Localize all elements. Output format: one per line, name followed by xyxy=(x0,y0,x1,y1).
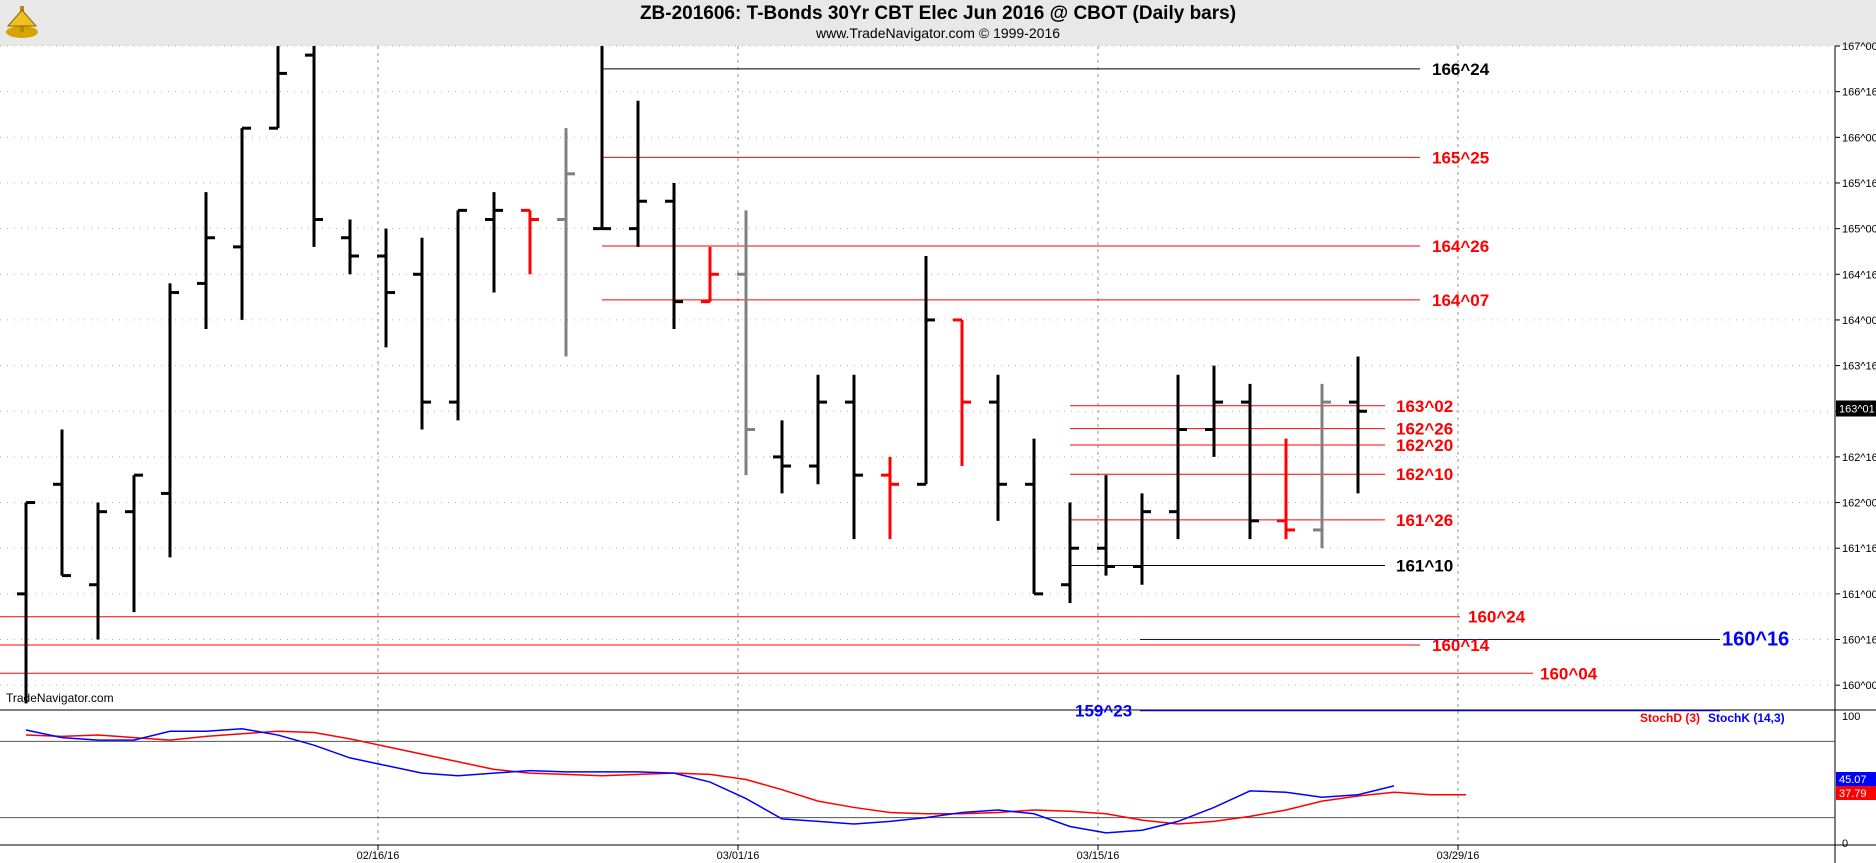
watermark: TradeNavigator.com xyxy=(6,691,114,705)
level-label: 164^07 xyxy=(1432,291,1489,310)
level-label: 166^24 xyxy=(1432,60,1490,79)
price-tick-label: 163^16 xyxy=(1842,361,1876,373)
time-tick-label: 03/01/16 xyxy=(717,850,760,862)
price-tick-label: 165^00 xyxy=(1842,224,1876,236)
level-label: 160^04 xyxy=(1540,664,1598,683)
price-tick-label: 161^00 xyxy=(1842,589,1876,601)
time-tick-label: 03/29/16 xyxy=(1437,850,1480,862)
stoch-d-value: 37.79 xyxy=(1839,788,1867,800)
stoch-line xyxy=(25,730,1466,825)
level-label: 160^14 xyxy=(1432,636,1490,655)
level-label: 162^20 xyxy=(1396,436,1453,455)
stoch-legend-k: StochK (14,3) xyxy=(1708,711,1785,725)
level-label: 164^26 xyxy=(1432,237,1489,256)
level-label: 165^25 xyxy=(1432,148,1489,167)
stoch-d-value-box xyxy=(1836,786,1876,800)
stoch-tick-label: 100 xyxy=(1842,711,1860,723)
stoch-line xyxy=(25,727,1395,834)
level-label: 160^16 xyxy=(1722,629,1789,651)
level-label: 159^23 xyxy=(1075,702,1132,721)
price-tick-label: 167^00 xyxy=(1842,41,1876,53)
stoch-tick-label: 0 xyxy=(1842,838,1848,850)
stoch-legend-d: StochD (3) xyxy=(1640,711,1700,725)
price-tick-label: 160^00 xyxy=(1842,680,1876,692)
time-tick-label: 03/15/16 xyxy=(1077,850,1120,862)
level-label: 160^24 xyxy=(1468,608,1526,627)
price-tick-label: 161^16 xyxy=(1842,543,1876,555)
price-tick-label: 162^00 xyxy=(1842,498,1876,510)
chart-subtitle: www.TradeNavigator.com © 1999-2016 xyxy=(815,25,1061,41)
price-tick-label: 162^16 xyxy=(1842,452,1876,464)
level-label: 162^10 xyxy=(1396,465,1453,484)
current-price-marker xyxy=(1836,400,1876,417)
level-label: 161^26 xyxy=(1396,511,1453,530)
price-tick-label: 166^00 xyxy=(1842,132,1876,144)
price-tick-label: 164^00 xyxy=(1842,315,1876,327)
time-tick-label: 02/16/16 xyxy=(357,850,400,862)
stoch-k-value-box xyxy=(1836,772,1876,786)
level-label: 162^26 xyxy=(1396,420,1453,439)
price-tick-label: 160^16 xyxy=(1842,635,1876,647)
chart-title: ZB-201606: T-Bonds 30Yr CBT Elec Jun 201… xyxy=(639,3,1237,24)
price-tick-label: 164^16 xyxy=(1842,269,1876,281)
level-label: 161^10 xyxy=(1396,557,1453,576)
price-tick-label: 166^16 xyxy=(1842,87,1876,99)
current-price-label: 163^01 xyxy=(1839,404,1875,416)
price-tick-label: 165^16 xyxy=(1842,178,1876,190)
trade-navigator-logo-icon xyxy=(2,2,42,42)
chart-header xyxy=(0,0,1876,46)
level-label: 163^02 xyxy=(1396,397,1453,416)
stoch-k-value: 45.07 xyxy=(1839,774,1867,786)
